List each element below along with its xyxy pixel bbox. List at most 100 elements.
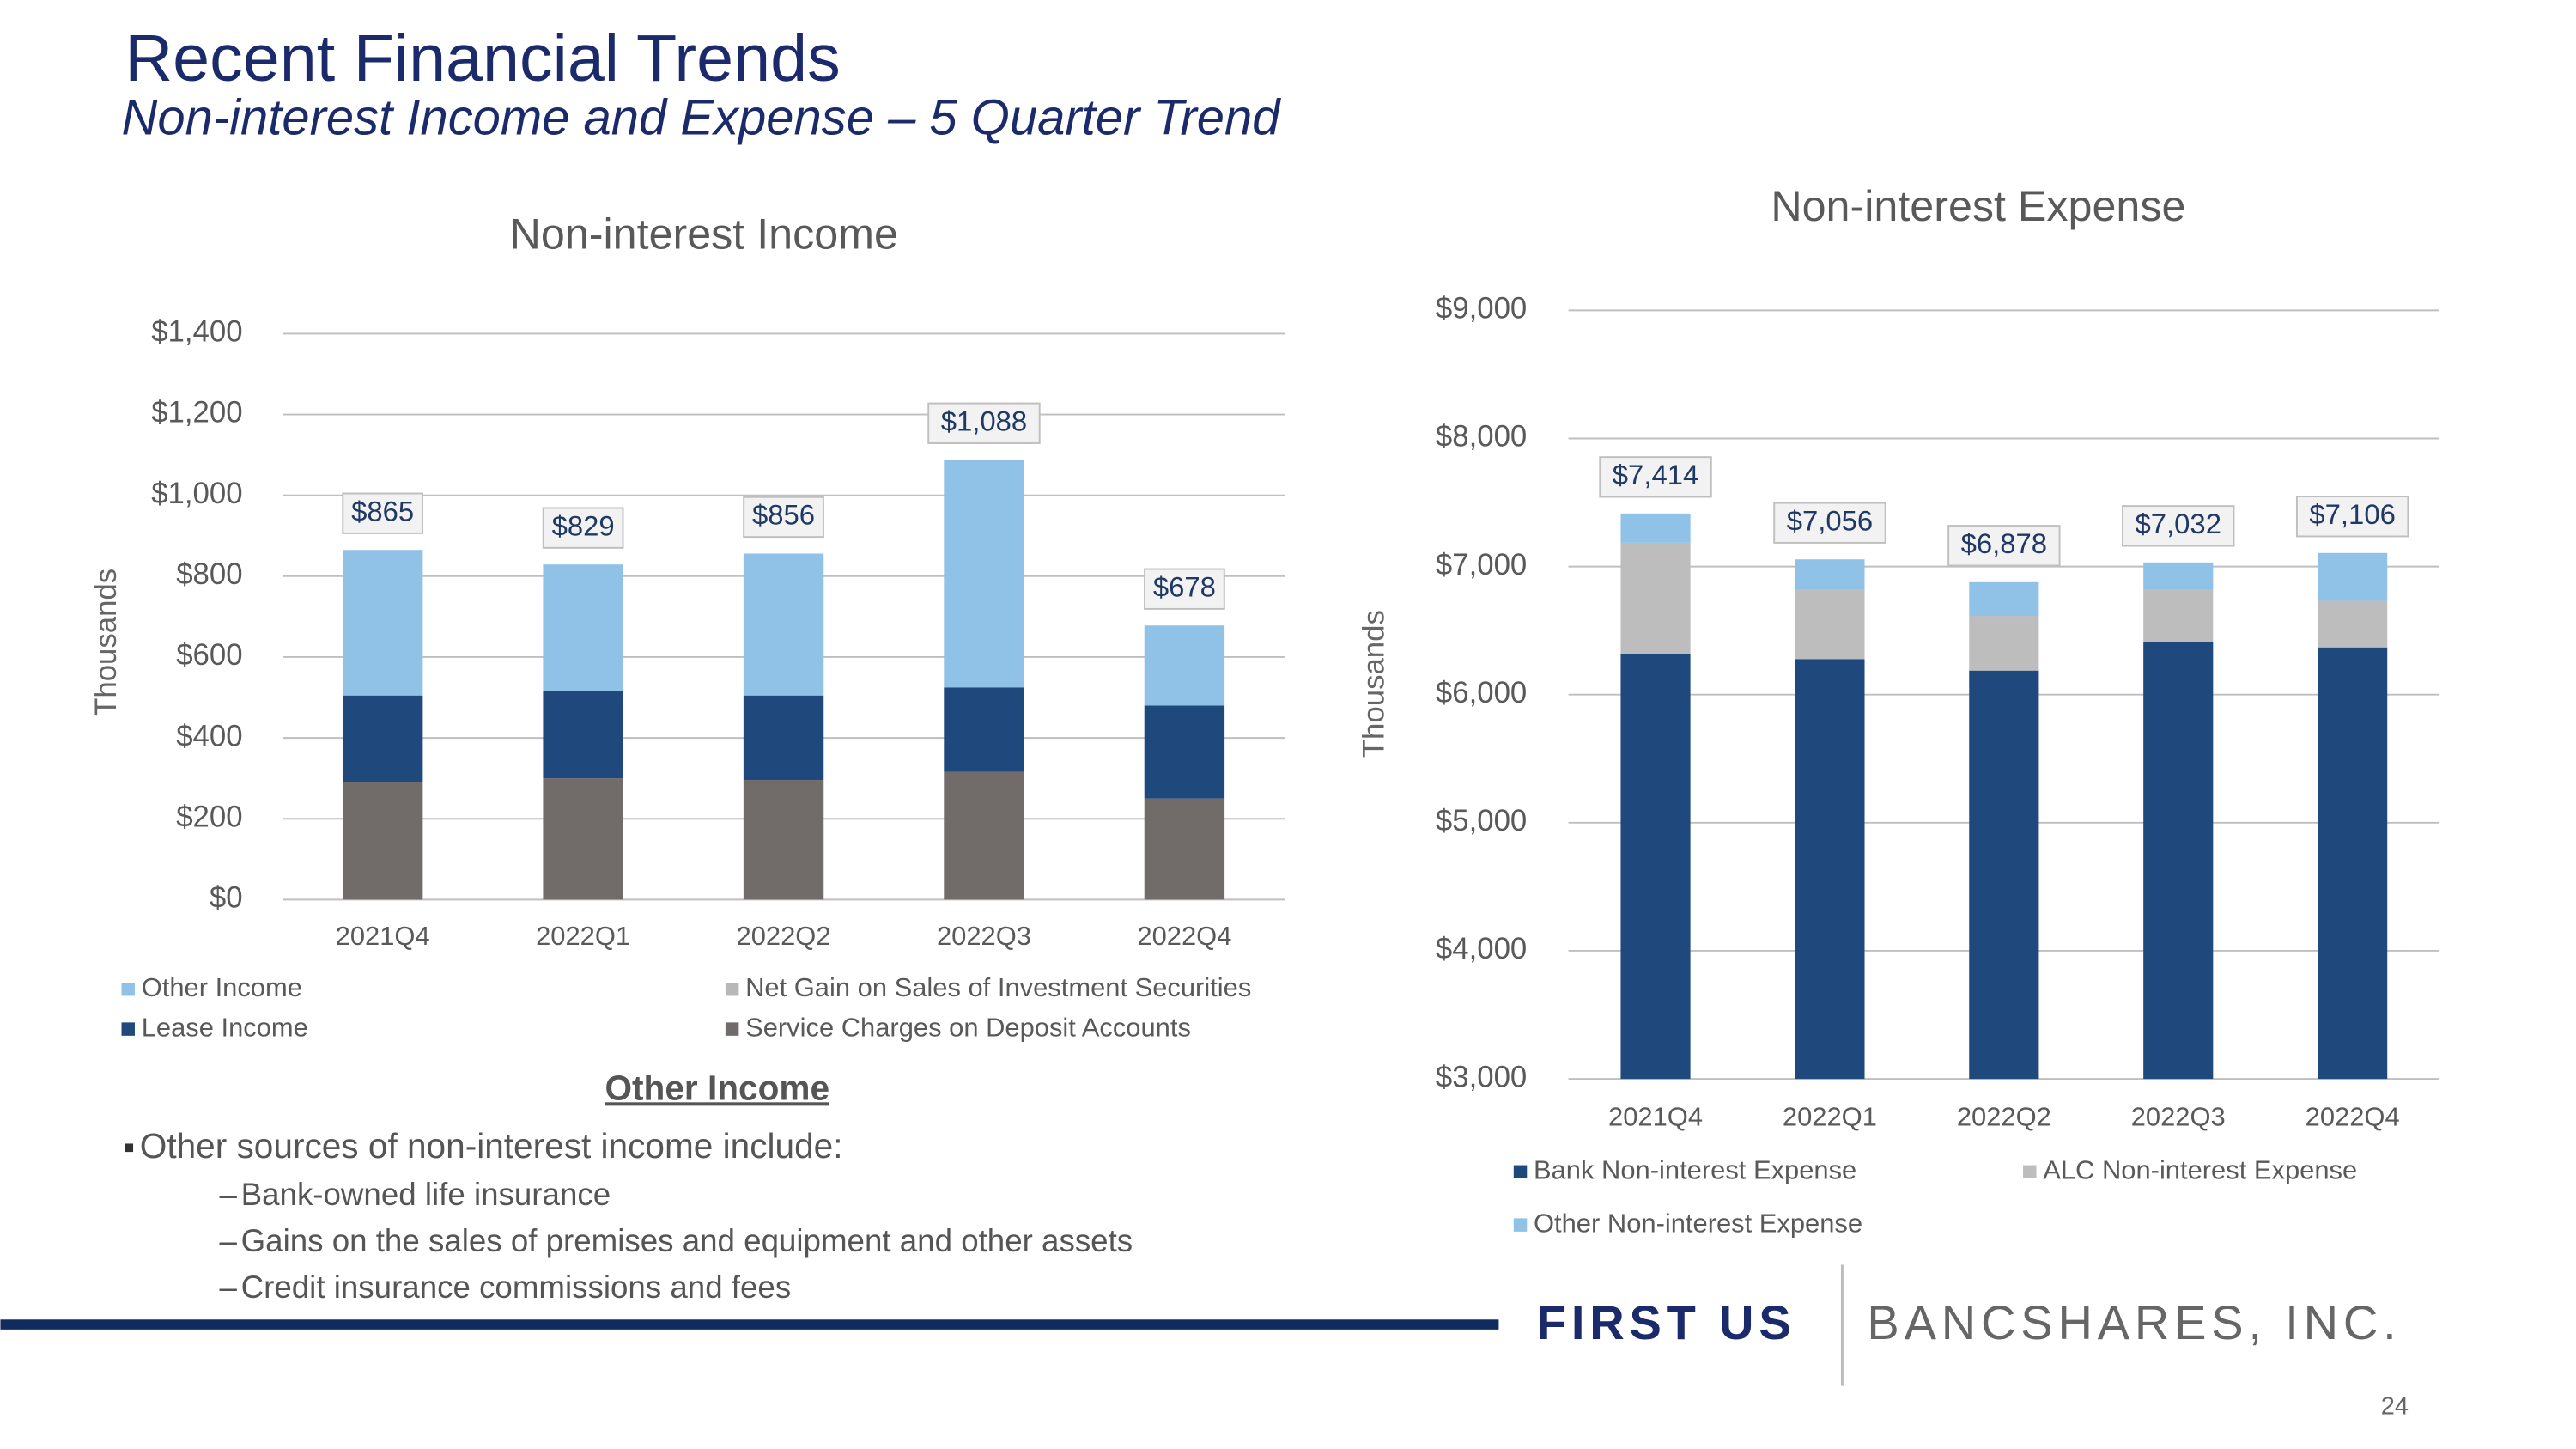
legend-label: Other Non-interest Expense: [1534, 1208, 1862, 1238]
slide-title: Recent Financial Trends: [125, 21, 840, 95]
data-label-box: [542, 507, 624, 549]
bar-segment: [1969, 670, 2039, 1080]
sub-bullet-dash: –: [220, 1269, 238, 1305]
bar-segment: [342, 695, 423, 782]
x-tick-label: 2022Q1: [536, 921, 630, 951]
sub-bullet-dash: –: [220, 1223, 238, 1258]
bar-segment: [1144, 798, 1225, 900]
bar-segment: [342, 782, 423, 900]
y-tick-label: $800: [176, 558, 242, 591]
bar-segment: [1620, 542, 1691, 654]
bar-segment: [944, 460, 1024, 688]
data-label: $1,088: [941, 405, 1027, 436]
x-tick-label: 2022Q2: [1957, 1102, 2051, 1132]
x-tick-label: 2022Q1: [1783, 1102, 1877, 1132]
legend-label: ALC Non-interest Expense: [2043, 1154, 2357, 1184]
data-label: $865: [351, 495, 414, 527]
legend-label: Service Charges on Deposit Accounts: [745, 1012, 1191, 1042]
bar-segment: [2318, 600, 2388, 648]
chart-title: Non-interest Income: [510, 210, 898, 259]
bar-segment: [543, 691, 623, 779]
bar-segment: [1969, 616, 2039, 671]
sub-bullet: Bank-owned life insurance: [241, 1177, 611, 1212]
bar-segment: [2143, 588, 2214, 642]
y-tick-label: $1,200: [151, 397, 242, 429]
data-label: $7,056: [1787, 504, 1873, 536]
bar-segment: [1144, 705, 1225, 799]
bar-segment: [1620, 654, 1691, 1080]
bullet-marker: [125, 1143, 134, 1153]
bar-segment: [1144, 625, 1225, 706]
y-tick-label: $9,000: [1436, 293, 1527, 326]
legend-label: Bank Non-interest Expense: [1534, 1154, 1856, 1184]
data-label-box: [2295, 496, 2409, 538]
sub-bullet: Credit insurance commissions and fees: [241, 1269, 792, 1305]
x-tick-label: 2022Q4: [1137, 921, 1231, 951]
legend-swatch: [121, 982, 135, 996]
slide-subtitle: Non-interest Income and Expense – 5 Quar…: [122, 90, 1282, 145]
data-label-box: [1599, 456, 1712, 498]
bar-segment: [543, 778, 623, 900]
legend-label: Other Income: [142, 972, 302, 1002]
legend-swatch: [121, 1022, 135, 1036]
legend-swatch: [1513, 1165, 1528, 1179]
data-label-box: [1773, 502, 1886, 544]
data-label: $856: [752, 499, 815, 531]
y-tick-label: $0: [210, 882, 243, 915]
x-tick-label: 2022Q4: [2306, 1102, 2400, 1132]
bar-segment: [543, 564, 623, 691]
logo-left: FIRST US: [1537, 1295, 1796, 1349]
data-label: $7,032: [2136, 508, 2221, 539]
legend-swatch: [2023, 1165, 2037, 1179]
bar-segment: [1620, 513, 1691, 543]
legend-swatch: [1513, 1218, 1528, 1232]
legend-swatch: [725, 1022, 739, 1036]
bullet: Other sources of non-interest income inc…: [140, 1126, 843, 1166]
bar-segment: [1795, 559, 1865, 589]
y-tick-label: $6,000: [1436, 677, 1527, 709]
legend-label: Lease Income: [142, 1012, 308, 1042]
data-label-box: [1144, 568, 1225, 610]
sub-bullet-dash: –: [220, 1177, 238, 1212]
footer-rule: [0, 1319, 1499, 1330]
logo-right: BANCSHARES, INC.: [1867, 1295, 2401, 1349]
bar-segment: [743, 553, 824, 696]
bar-segment: [743, 780, 824, 900]
bar-segment: [944, 687, 1024, 772]
y-tick-label: $7,000: [1436, 549, 1527, 581]
data-label: $678: [1153, 570, 1216, 602]
y-tick-label: $3,000: [1436, 1061, 1527, 1093]
data-label-box: [743, 496, 824, 539]
bar-segment: [2143, 562, 2214, 589]
x-tick-label: 2021Q4: [1608, 1102, 1703, 1132]
chart-title: Non-interest Expense: [1771, 182, 2185, 230]
y-tick-label: $200: [176, 801, 242, 833]
data-label-box: [927, 402, 1041, 444]
data-label-box: [342, 492, 424, 534]
legend-label: Net Gain on Sales of Investment Securiti…: [745, 972, 1251, 1002]
y-tick-label: $4,000: [1436, 933, 1527, 965]
bar-segment: [743, 695, 824, 781]
x-tick-label: 2022Q2: [737, 921, 831, 951]
data-label: $7,414: [1613, 459, 1698, 490]
y-tick-label: $600: [176, 639, 242, 672]
data-label: $7,106: [2309, 498, 2395, 530]
bar-segment: [2143, 642, 2214, 1080]
bar-segment: [2318, 552, 2388, 601]
y-tick-label: $1,400: [151, 316, 242, 349]
legend-swatch: [725, 982, 739, 996]
page-number: 24: [2381, 1392, 2409, 1420]
x-tick-label: 2022Q3: [937, 921, 1031, 951]
x-tick-label: 2022Q3: [2131, 1102, 2226, 1132]
bar-segment: [342, 550, 423, 696]
bar-segment: [2318, 647, 2388, 1080]
data-label-box: [2122, 505, 2235, 547]
sub-bullet: Gains on the sales of premises and equip…: [241, 1223, 1133, 1258]
y-tick-label: $400: [176, 720, 242, 752]
y-axis-title: Thousands: [90, 569, 123, 716]
y-tick-label: $5,000: [1436, 805, 1527, 837]
x-tick-label: 2021Q4: [336, 921, 430, 951]
y-axis-title: Thousands: [1358, 610, 1391, 758]
